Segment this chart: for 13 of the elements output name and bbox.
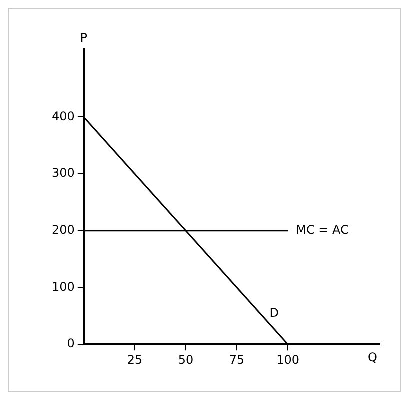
y-tick-label: 200: [52, 223, 75, 238]
x-tick-label: 25: [127, 352, 143, 367]
x-tick-label: 100: [276, 352, 300, 367]
y-axis-title: P: [80, 31, 88, 46]
y-tick-label: 100: [52, 280, 75, 294]
series-label: D: [270, 306, 279, 320]
y-tick-label: 400: [52, 109, 75, 124]
y-tick-label: 0: [67, 336, 75, 351]
x-tick-label: 50: [178, 352, 194, 367]
series-label: MC = AC: [296, 223, 349, 238]
y-tick-label: 300: [52, 166, 75, 180]
x-axis-title: Q: [368, 350, 378, 365]
x-tick-label: 75: [229, 352, 245, 367]
